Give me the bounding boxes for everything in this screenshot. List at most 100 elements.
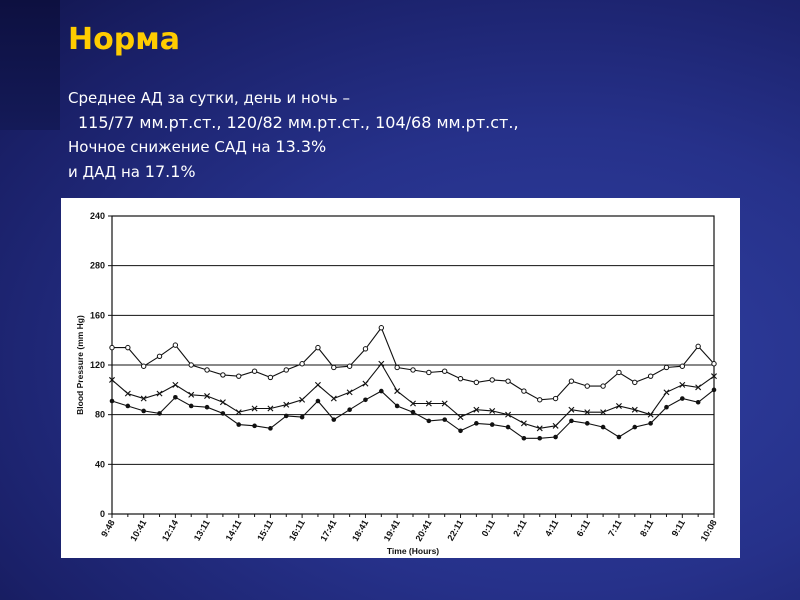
data-point bbox=[251, 405, 258, 412]
data-point bbox=[505, 424, 511, 430]
data-point bbox=[441, 400, 448, 407]
data-point bbox=[394, 364, 400, 371]
data-point bbox=[379, 388, 384, 394]
data-point bbox=[283, 413, 289, 419]
data-point bbox=[632, 379, 638, 386]
data-point bbox=[363, 397, 368, 403]
x-tick-label: 4:11 bbox=[543, 518, 560, 538]
data-point bbox=[536, 425, 543, 432]
summary-line-4: и ДАД на 17.1% bbox=[68, 160, 519, 185]
series-line-1 bbox=[112, 326, 715, 401]
x-tick-label: 0:11 bbox=[480, 518, 497, 538]
x-tick-label: 7:11 bbox=[606, 518, 623, 538]
data-point bbox=[140, 395, 147, 402]
data-point bbox=[156, 353, 163, 360]
data-point bbox=[394, 403, 400, 409]
data-point bbox=[188, 391, 195, 398]
data-point bbox=[172, 381, 179, 388]
data-point bbox=[378, 325, 385, 331]
x-tick-label: 14:11 bbox=[224, 518, 244, 543]
data-point bbox=[425, 400, 432, 407]
night-sbp-value: 13.3% bbox=[275, 137, 327, 156]
data-point bbox=[331, 364, 337, 371]
data-point bbox=[251, 368, 258, 374]
data-point bbox=[283, 367, 289, 373]
data-point bbox=[553, 434, 558, 440]
data-point bbox=[347, 407, 352, 412]
data-point bbox=[362, 380, 369, 387]
x-tick-label: 2:11 bbox=[511, 518, 528, 538]
data-point bbox=[631, 406, 638, 413]
data-point bbox=[315, 344, 321, 351]
data-point bbox=[711, 387, 717, 393]
data-point bbox=[457, 375, 464, 382]
slide-title: Норма bbox=[68, 22, 180, 57]
x-tick-label: 12:14 bbox=[160, 518, 180, 543]
data-point bbox=[552, 395, 559, 402]
data-point bbox=[664, 404, 669, 410]
data-point bbox=[442, 417, 447, 422]
data-point bbox=[314, 381, 321, 388]
data-point bbox=[711, 361, 717, 367]
data-point bbox=[473, 406, 480, 413]
data-point bbox=[268, 426, 273, 431]
data-point bbox=[330, 395, 337, 402]
night-dbp-label: и ДАД на bbox=[68, 162, 145, 181]
data-point bbox=[569, 418, 574, 424]
data-point bbox=[711, 373, 717, 380]
data-point bbox=[521, 435, 527, 441]
data-point bbox=[615, 402, 622, 409]
data-point bbox=[219, 399, 226, 406]
data-point bbox=[679, 381, 686, 388]
data-point bbox=[140, 363, 147, 369]
data-point bbox=[236, 373, 242, 379]
data-point bbox=[647, 411, 654, 418]
x-tick-label: 19:41 bbox=[382, 518, 402, 543]
data-point bbox=[252, 423, 257, 429]
summary-line-3: Ночное снижение САД на 13.3% bbox=[68, 135, 519, 160]
data-point bbox=[537, 435, 543, 441]
x-tick-label: 10:08 bbox=[699, 518, 719, 543]
data-point bbox=[346, 363, 353, 369]
x-tick-label: 15:11 bbox=[255, 518, 275, 543]
data-point bbox=[299, 361, 305, 367]
summary-line-2: 115/77 мм.рт.ст., 120/82 мм.рт.ст., 104/… bbox=[78, 112, 519, 132]
data-point bbox=[378, 360, 385, 367]
summary-line-1: Среднее АД за сутки, день и ночь – bbox=[68, 89, 351, 107]
data-point bbox=[315, 398, 321, 404]
data-point bbox=[204, 367, 210, 373]
data-point bbox=[220, 372, 226, 378]
data-point bbox=[283, 401, 290, 408]
x-tick-label: 13:11 bbox=[192, 518, 212, 543]
data-point bbox=[204, 393, 211, 400]
x-tick-label: 17:41 bbox=[318, 518, 338, 543]
y-tick-label: 0 bbox=[100, 509, 105, 519]
x-tick-label: 10:41 bbox=[128, 518, 148, 543]
data-point bbox=[426, 418, 432, 424]
data-point bbox=[331, 417, 337, 422]
x-tick-label: 20:41 bbox=[413, 518, 433, 543]
night-dbp-value: 17.1% bbox=[144, 161, 196, 181]
x-tick-label: 8:11 bbox=[638, 518, 655, 538]
data-point bbox=[505, 411, 512, 418]
night-sbp-label: Ночное снижение САД на bbox=[68, 138, 276, 156]
data-point bbox=[679, 363, 686, 369]
data-point bbox=[362, 346, 369, 352]
data-point bbox=[172, 342, 179, 348]
data-point bbox=[299, 396, 306, 403]
chart-panel: 0 40 80 120 160 280 240 9:48 10:41 12:14 13:11 14:1… bbox=[61, 198, 740, 558]
data-point bbox=[109, 398, 115, 404]
data-point bbox=[568, 378, 575, 384]
data-point bbox=[156, 390, 163, 397]
data-point bbox=[458, 428, 463, 434]
data-point bbox=[124, 390, 131, 397]
data-point bbox=[537, 397, 543, 403]
data-point bbox=[394, 388, 401, 395]
y-axis-title: Blood Pressure (mm Hg) bbox=[75, 315, 85, 415]
series-line-2 bbox=[111, 362, 715, 429]
data-point bbox=[473, 379, 480, 386]
data-point bbox=[489, 377, 495, 383]
data-point bbox=[220, 411, 226, 416]
data-point bbox=[616, 369, 622, 376]
data-point bbox=[235, 409, 242, 416]
